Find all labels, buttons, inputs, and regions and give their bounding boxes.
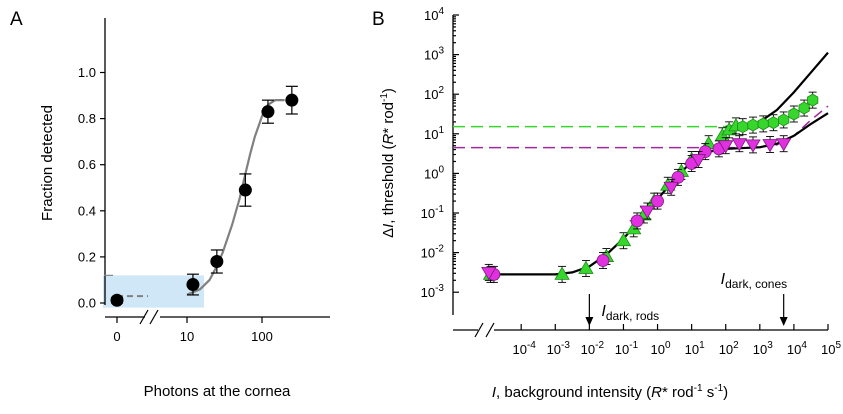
data-point: [788, 107, 800, 121]
y-tick-label: 0.2: [78, 249, 96, 264]
x-tick-label: 10-2: [581, 340, 605, 357]
y-tick-label: 0.8: [78, 111, 96, 126]
x-tick-label: 0: [113, 329, 120, 344]
data-point: [663, 181, 679, 196]
y-tick-label: 101: [424, 125, 444, 142]
data-point: [639, 205, 656, 219]
data-point: [737, 120, 749, 134]
b-y-axis-title: ΔI, threshold (R* rod-1): [379, 88, 397, 238]
panel-b-letter: B: [372, 9, 385, 30]
axis-break-mark: [474, 322, 484, 338]
data-point: [798, 101, 810, 115]
annotation-arrow-head: [585, 317, 594, 326]
annotation-label: Idark, rods: [601, 303, 659, 323]
axis-break-mark: [149, 309, 159, 325]
data-point: [745, 139, 761, 153]
a-x-axis-title: Photons at the cornea: [144, 383, 291, 400]
x-tick-label: 10: [180, 329, 194, 344]
data-point: [554, 266, 570, 280]
y-tick-label: 0.4: [78, 203, 96, 218]
data-point: [762, 139, 778, 153]
data-point: [807, 93, 819, 107]
data-point: [651, 194, 664, 208]
data-point: [718, 140, 734, 154]
x-tick-label: 101: [685, 340, 705, 357]
x-tick-label: 10-1: [615, 340, 639, 357]
x-tick-label: 100: [251, 329, 273, 344]
x-tick-label: 103: [753, 340, 773, 357]
data-point: [186, 278, 200, 292]
data-point: [261, 105, 275, 119]
panel-a-letter: A: [10, 9, 23, 30]
y-tick-label: 1.0: [78, 65, 96, 80]
x-tick-label: 102: [719, 340, 739, 357]
data-point: [596, 254, 610, 267]
data-point: [767, 116, 780, 130]
annotation-label: Idark, cones: [721, 271, 788, 291]
model-curve: [725, 51, 829, 128]
data-point: [615, 232, 632, 247]
data-point: [238, 183, 252, 197]
data-point: [757, 117, 769, 131]
fit-curve: [186, 99, 285, 296]
axis-break-mark: [139, 309, 149, 325]
data-point: [775, 138, 792, 152]
x-tick-label: 105: [821, 340, 841, 357]
data-point: [671, 170, 685, 184]
y-tick-label: 10-3: [421, 283, 445, 300]
data-point: [481, 266, 497, 281]
y-tick-label: 0.6: [78, 157, 96, 172]
panel-a: A 0.0 0.2 0.4 0.6 0.8 1.0 0 10 100 Fraction detect…: [10, 9, 330, 400]
data-point: [690, 154, 707, 168]
data-point: [578, 260, 594, 274]
x-tick-label: 10-3: [547, 340, 571, 357]
x-tick-label: 104: [787, 340, 807, 357]
panel-b: B 10-3 10-2 10-1 100 101 102 103 104 10-4 10-3 10-2…: [372, 6, 841, 401]
data-point: [210, 255, 224, 269]
data-point: [778, 113, 790, 127]
y-tick-label: 104: [424, 6, 444, 23]
data-point: [731, 138, 748, 152]
data-point: [110, 293, 124, 307]
x-tick-label: 10-4: [512, 340, 536, 357]
data-point: [747, 118, 759, 132]
y-tick-label: 103: [424, 46, 444, 63]
axis-break-mark: [485, 322, 495, 338]
y-tick-label: 102: [424, 85, 444, 102]
x-tick-label: 100: [651, 340, 671, 357]
y-tick-label: 100: [424, 164, 444, 181]
data-point: [630, 214, 644, 228]
data-point: [285, 93, 299, 107]
annotation-arrow-head: [779, 317, 788, 326]
y-tick-label: 10-2: [421, 244, 445, 261]
b-x-axis-title: I, background intensity (R* rod-1 s-1): [492, 383, 728, 401]
a-y-axis-title: Fraction detected: [39, 105, 56, 221]
y-tick-label: 0.0: [78, 296, 96, 311]
y-tick-label: 10-1: [421, 204, 445, 221]
